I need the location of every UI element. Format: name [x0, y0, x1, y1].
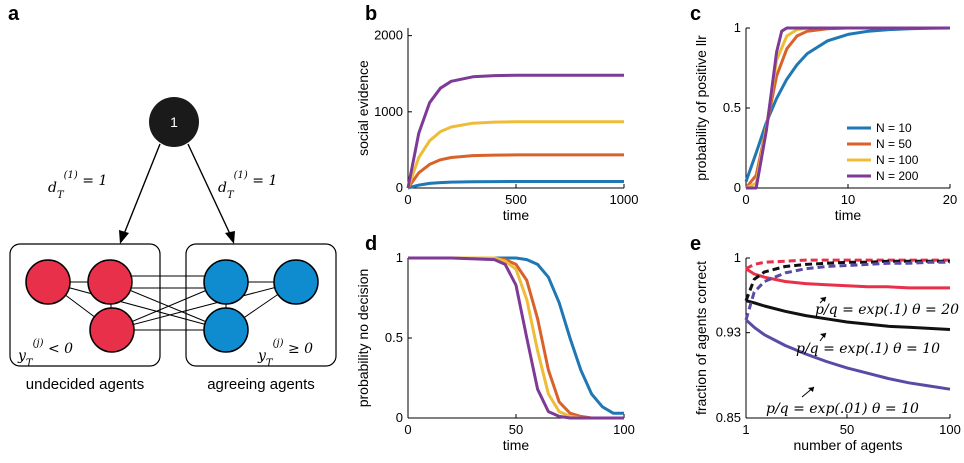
legend-label: N = 50 [876, 137, 912, 151]
top-node [149, 97, 199, 147]
agreeing-node [203, 307, 249, 353]
series-line [406, 73, 624, 189]
annotation-label: p/q = exp(.1) θ = 10 [796, 341, 940, 357]
panel-letter-c: c [690, 3, 701, 25]
edge-left [123, 143, 161, 235]
chart-e: 1 50 100 0.85 0.93 1 number of agents fraction … [693, 250, 961, 453]
undecided-node [25, 259, 71, 305]
y-tick-label: 2000 [374, 28, 403, 43]
y-tick-label: 0.85 [716, 410, 741, 425]
x-tick-label: 50 [509, 422, 523, 437]
series-line [745, 258, 950, 271]
y-tick-label: 1000 [374, 104, 403, 119]
x-tick-label: 50 [840, 422, 854, 437]
y-tick-label: 1 [734, 20, 741, 35]
edge-right-label: dT(1) = 1 [218, 170, 277, 201]
series-line [746, 26, 950, 190]
x-tick-label: 1000 [610, 192, 639, 207]
network-edges [47, 275, 297, 331]
x-tick-label: 0 [742, 192, 749, 207]
legend-label: N = 10 [876, 121, 912, 135]
y-tick-label: 0.93 [716, 325, 741, 340]
y-tick-label: 0.5 [385, 330, 403, 345]
top-node-label: 1 [170, 114, 178, 130]
series-line [745, 299, 951, 331]
agreeing-node [203, 259, 249, 305]
series-line [408, 256, 624, 420]
y-tick-label: 0 [396, 180, 403, 195]
annotation-arrowhead [808, 387, 814, 392]
y-axis-label: probability of positive llr [693, 35, 709, 181]
agreeing-box [185, 243, 337, 367]
annotation-label: p/q = exp(.1) θ = 20 [815, 302, 959, 318]
y-axis-label: social evidence [355, 60, 371, 156]
chart-c: 0 10 20 0 0.5 1 time probability of positive ll… [693, 20, 957, 223]
undecided-node [87, 259, 133, 305]
annotation-arrowhead [820, 333, 826, 338]
x-tick-label: 100 [939, 422, 961, 437]
series-line [744, 259, 950, 302]
right-condition: yT(j) ≥ 0 [257, 338, 313, 369]
x-tick-label: 20 [943, 192, 957, 207]
series-line [745, 267, 950, 290]
y-tick-label: 0 [396, 410, 403, 425]
x-axis-label: time [503, 437, 530, 453]
x-axis-label: time [835, 207, 862, 223]
edge-right [187, 143, 231, 235]
series-line [744, 318, 951, 391]
annotation-arrowhead [820, 297, 826, 302]
annotation-label: p/q = exp(.01) θ = 10 [766, 401, 919, 417]
x-axis-label: number of agents [794, 437, 903, 453]
edge-left-label: dT(1) = 1 [48, 170, 107, 201]
series-line [407, 180, 624, 190]
x-axis-label: time [503, 207, 530, 223]
y-tick-label: 1 [734, 250, 741, 265]
agreeing-label: agreeing agents [207, 376, 315, 393]
x-tick-label: 500 [505, 192, 527, 207]
panel-letter-e: e [690, 233, 701, 255]
undecided-label: undecided agents [26, 376, 144, 393]
arrowhead-right [225, 231, 235, 244]
undecided-box [9, 243, 161, 367]
x-tick-label: 100 [613, 422, 635, 437]
chart-d: 0 50 100 0 0.5 1 time probability no decision [355, 250, 635, 453]
left-condition: yT(j) < 0 [17, 338, 73, 369]
panel-letter-d: d [365, 233, 377, 255]
agreeing-node [273, 259, 319, 305]
x-tick-label: 10 [841, 192, 855, 207]
y-axis-label: probability no decision [355, 269, 371, 408]
y-tick-label: 1 [396, 250, 403, 265]
undecided-node [89, 307, 135, 353]
panel-letter-a: a [8, 3, 20, 25]
x-tick-label: 1 [742, 422, 749, 437]
series-line [406, 153, 624, 189]
network-diagram: 1 dT(1) = 1 dT(1) = 1 [9, 97, 337, 393]
x-tick-label: 0 [404, 192, 411, 207]
series-line [408, 256, 624, 415]
legend-label: N = 100 [876, 153, 919, 167]
series-line [744, 260, 950, 321]
y-axis-label: fraction of agents correct [693, 261, 709, 415]
legend-label: N = 200 [876, 169, 919, 183]
series-line [406, 120, 624, 189]
arrowhead-left [119, 230, 129, 244]
y-tick-label: 0.5 [723, 100, 741, 115]
chart-b: 0 500 1000 0 1000 2000 time social evidence [355, 28, 638, 223]
panel-letter-b: b [365, 3, 377, 25]
x-tick-label: 0 [404, 422, 411, 437]
y-tick-label: 0 [734, 180, 741, 195]
